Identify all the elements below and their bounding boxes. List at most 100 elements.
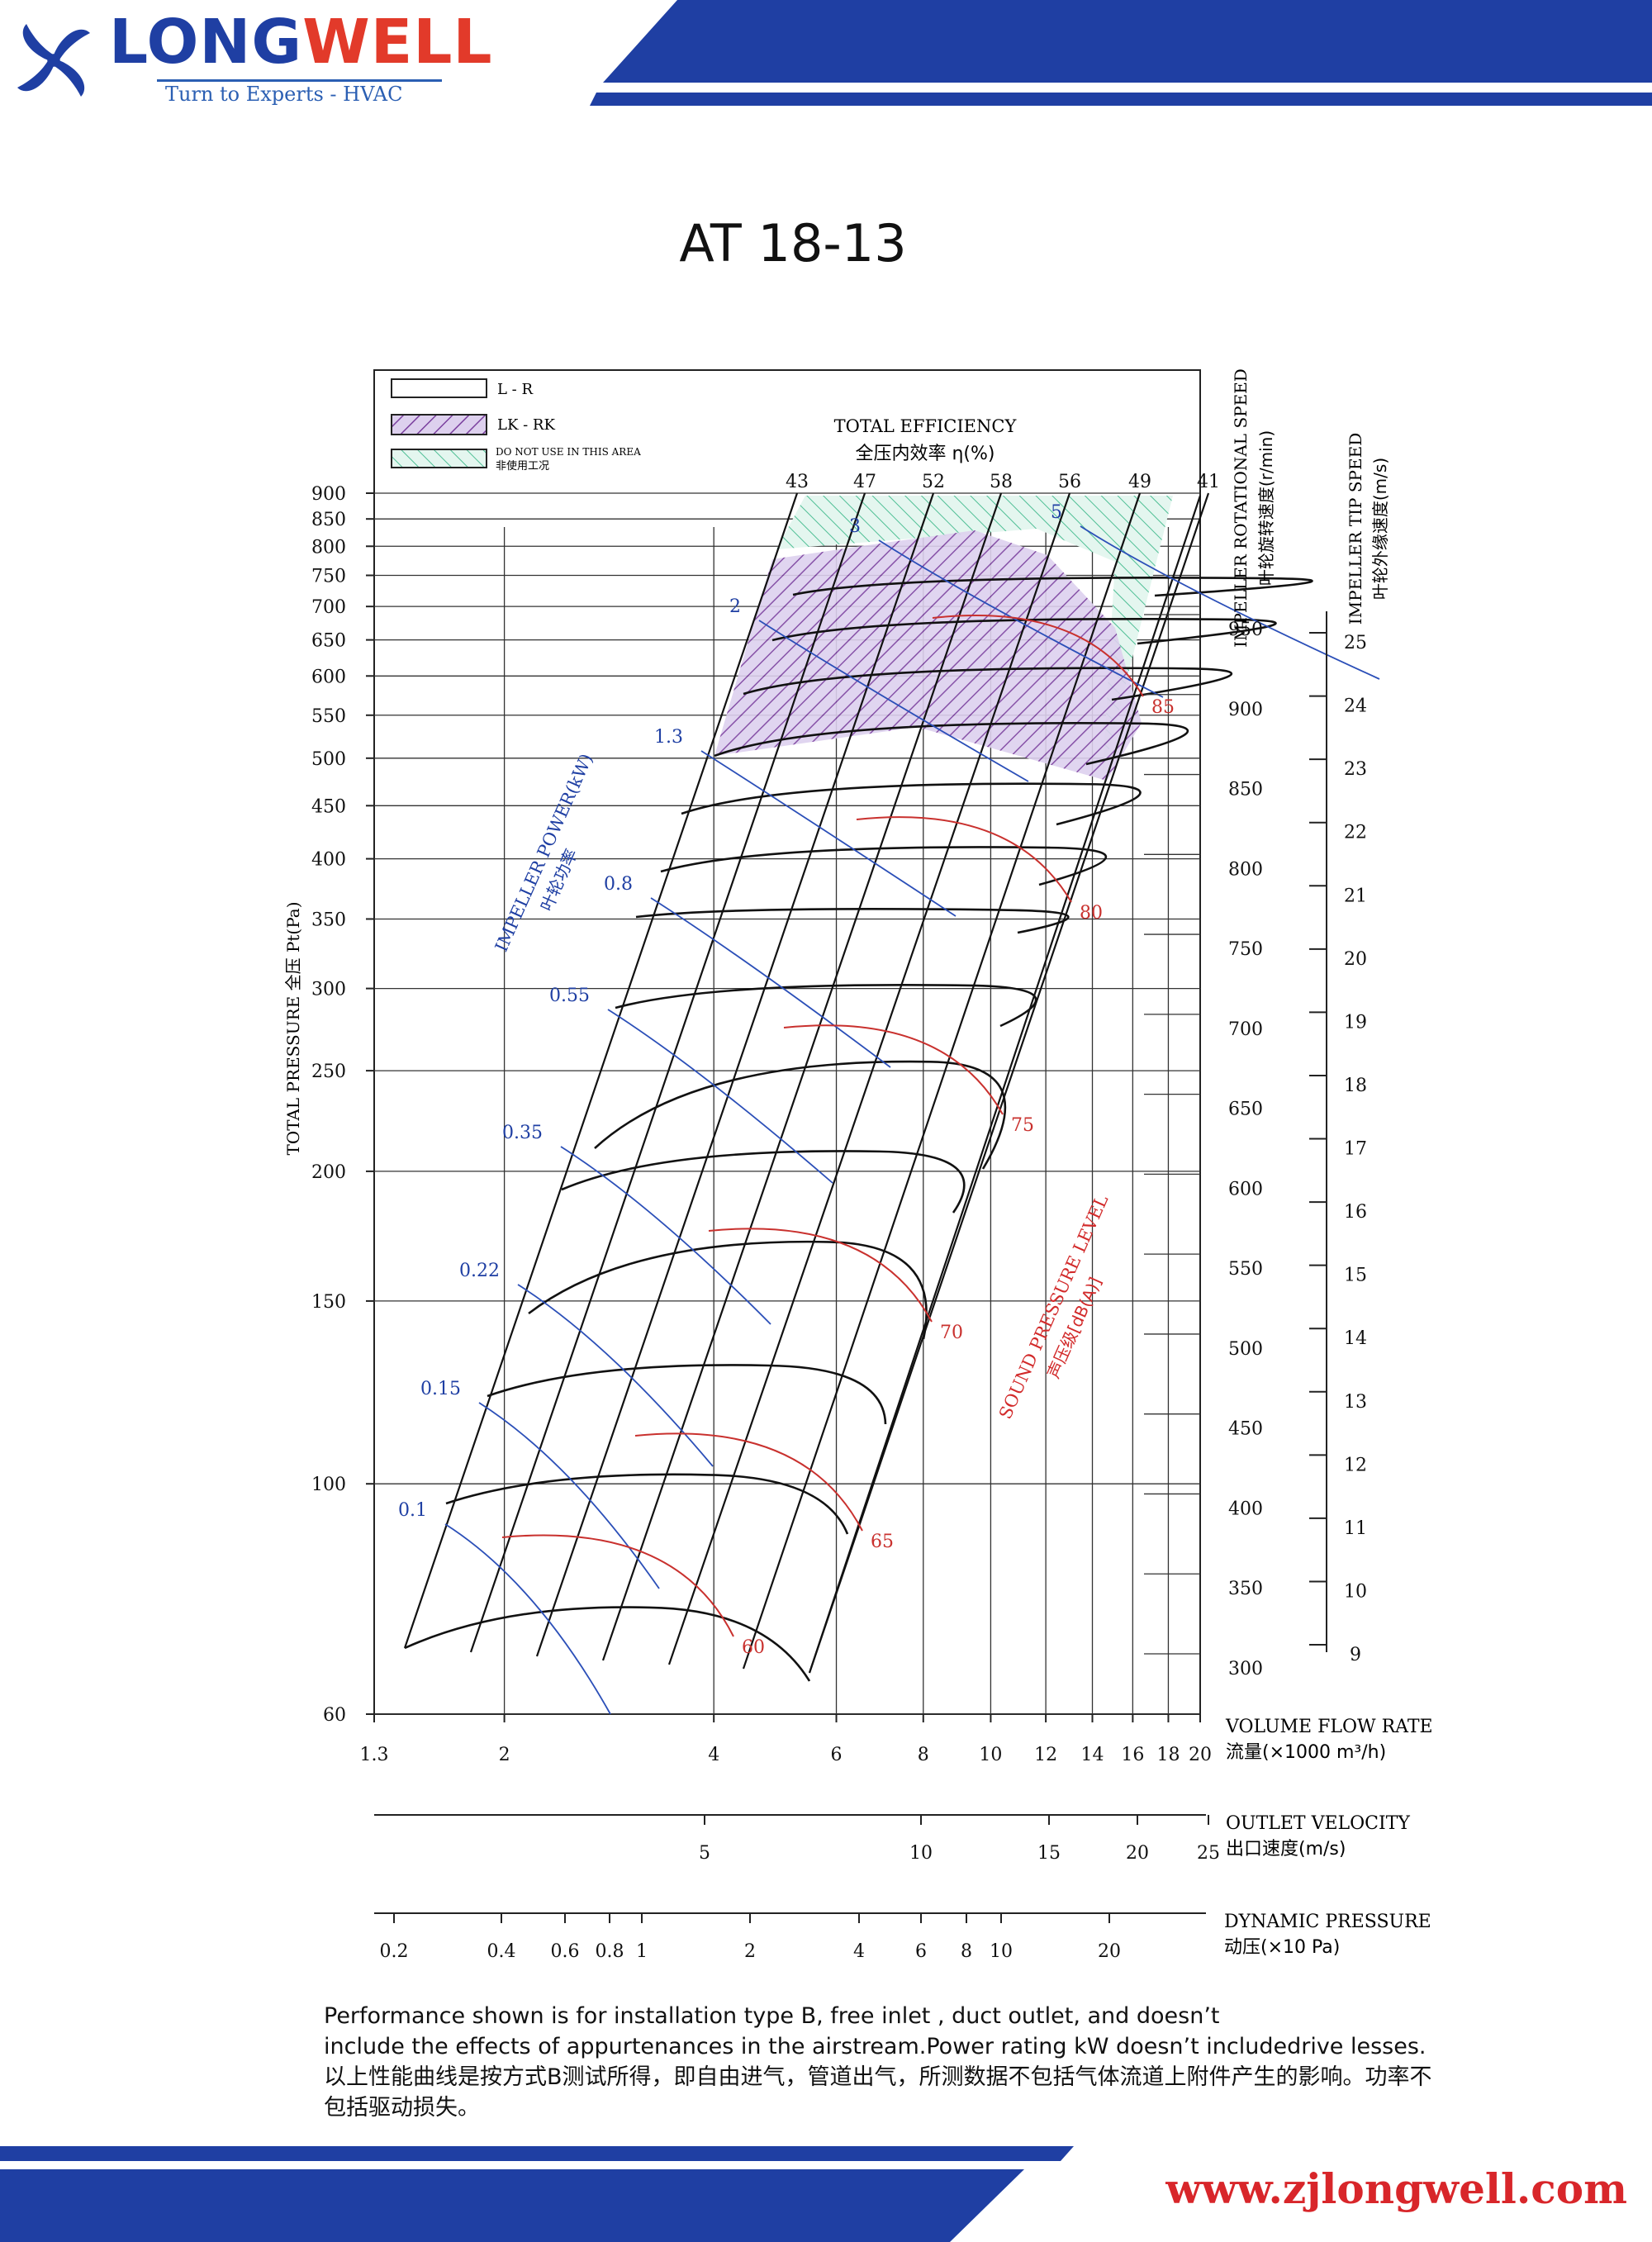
flow-tick-label: 4: [708, 1745, 719, 1765]
speed-curve: [404, 1606, 811, 1682]
speed-tick-label: 550: [1228, 1259, 1263, 1280]
footer-note-1: Performance shown is for installation ty…: [324, 2003, 1220, 2029]
pressure-tick-label: 800: [311, 537, 346, 558]
outlet-velocity-tick-label: 5: [699, 1843, 710, 1864]
tip-speed-axis-label: IMPELLER TIP SPEED: [1346, 433, 1365, 625]
efficiency-value-label: 52: [922, 472, 945, 492]
power-value-label: 0.8: [604, 874, 633, 895]
flow-tick-label: 18: [1156, 1745, 1180, 1765]
outlet-velocity-tick-label: 20: [1126, 1843, 1149, 1864]
power-value-label: 3: [849, 516, 861, 537]
dynamic-pressure-tick-label: 0.8: [596, 1941, 624, 1962]
power-value-label: 0.15: [420, 1379, 461, 1399]
pressure-tick-label: 750: [311, 567, 346, 587]
speed-curve: [681, 782, 1142, 826]
speed-tick-label: 950: [1228, 620, 1263, 640]
speed-curve: [771, 617, 1277, 645]
legend-label-lr: L - R: [497, 381, 533, 398]
sound-level-value-label: 65: [871, 1532, 894, 1552]
efficiency-value-label: 58: [990, 472, 1013, 492]
legend-label-do-not-use-cn: 非使用工况: [496, 459, 549, 473]
speed-curve: [615, 983, 1037, 1028]
tip-speed-tick-label: 19: [1344, 1012, 1367, 1033]
power-curve: [650, 897, 891, 1068]
pressure-tick-label: 300: [311, 980, 346, 1000]
pressure-tick-label: 700: [311, 597, 346, 618]
sound-level-curve: [501, 1534, 734, 1637]
power-curve: [478, 1402, 660, 1589]
speed-curve: [635, 907, 1070, 934]
brand-underline: [157, 79, 442, 82]
pressure-tick-label: 900: [311, 484, 346, 505]
dynamic-pressure-tick-label: 4: [853, 1941, 865, 1962]
efficiency-value-label: 47: [853, 472, 876, 492]
legend-label-lkrk: LK - RK: [497, 416, 555, 434]
outlet-velocity-label: OUTLET VELOCITY: [1226, 1813, 1410, 1834]
speed-curves: [404, 577, 1313, 1682]
efficiency-line: [667, 492, 1071, 1665]
pressure-tick-label: 150: [311, 1292, 346, 1313]
pressure-tick-label: 60: [323, 1705, 346, 1726]
flow-tick-label: 12: [1034, 1745, 1057, 1765]
speed-curve: [561, 1150, 966, 1214]
fan-logo-icon: [17, 24, 90, 97]
sound-level-curve: [932, 615, 1144, 697]
tip-speed-tick-label: 18: [1344, 1076, 1367, 1096]
speed-tick-label: 350: [1228, 1579, 1263, 1599]
flow-tick-label: 14: [1081, 1745, 1104, 1765]
tip-speed-tick-label: 23: [1344, 759, 1367, 780]
efficiency-value-label: 49: [1128, 472, 1151, 492]
efficiency-line: [403, 492, 799, 1649]
sound-axis-label: SOUND PRESSURE LEVEL: [995, 1192, 1113, 1422]
tip-speed-tick-label: 10: [1344, 1581, 1367, 1602]
speed-curve: [528, 1240, 928, 1340]
tip-speed-tick-label: 24: [1344, 696, 1367, 717]
website-link[interactable]: www.zjlongwell.com: [1165, 2164, 1627, 2213]
speed-curve: [743, 667, 1233, 701]
sound-level-curves: 60 65 70 75 80 85: [501, 615, 1175, 1658]
footer-band: [0, 2146, 1074, 2242]
speed-tick-label: 800: [1228, 859, 1263, 880]
speed-tick-label: 900: [1228, 700, 1263, 720]
flow-tick-label: 2: [499, 1745, 510, 1765]
speed-curve: [594, 1060, 1007, 1170]
power-value-label: 0.1: [398, 1500, 427, 1521]
efficiency-label: TOTAL EFFICIENCY: [834, 416, 1018, 436]
brand-name: LONGWELL: [109, 12, 493, 73]
do-not-use-region: [776, 496, 1173, 772]
footer-note-2: include the effects of appurtenances in …: [324, 2034, 1427, 2059]
dynamic-pressure-tick-label: 20: [1098, 1941, 1121, 1962]
chart-title: AT 18-13: [679, 213, 907, 273]
efficiency-line: [808, 492, 1210, 1674]
sound-level-value-label: 60: [742, 1637, 765, 1658]
power-curve: [607, 1009, 833, 1184]
tip-speed-tick-label: 17: [1344, 1139, 1367, 1160]
power-value-label: 0.55: [549, 986, 590, 1006]
legend-label-do-not-use: DO NOT USE IN THIS AREA: [496, 446, 641, 458]
speed-tick-label: 300: [1228, 1659, 1263, 1679]
tip-speed-tick-label: 13: [1344, 1392, 1367, 1413]
tip-speed-tick-label: 15: [1344, 1266, 1367, 1286]
efficiency-value-label: 43: [786, 472, 809, 492]
tip-speed-tick-label: 20: [1344, 949, 1367, 970]
header-band: [590, 0, 1652, 106]
power-value-label: 1.3: [654, 727, 683, 748]
flow-tick-label: 20: [1189, 1745, 1212, 1765]
speed-axis-label-cn: 叶轮旋转速度(r/min): [1256, 430, 1276, 586]
power-value-label: 0.35: [502, 1123, 543, 1143]
x-axis-label-cn: 流量(×1000 m³/h): [1226, 1742, 1386, 1763]
footer-note-3: 以上性能曲线是按方式B测试所得，即自由进气，管道出气，所测数据不包括气体流道上附…: [324, 2064, 1432, 2090]
sound-level-curve: [783, 1024, 1004, 1115]
tip-speed-tick-label: 14: [1344, 1328, 1367, 1349]
efficiency-label-cn: 全压内效率 η(%): [855, 444, 995, 464]
efficiency-value-label: 41: [1197, 472, 1220, 492]
tip-speed-tick-label: 9: [1350, 1645, 1361, 1665]
speed-tick-label: 750: [1228, 939, 1263, 960]
efficiency-line: [601, 492, 1003, 1661]
speed-tick-label: 850: [1228, 780, 1263, 800]
power-curve: [878, 539, 1164, 698]
speed-tick-label: 500: [1228, 1339, 1263, 1360]
pressure-tick-label: 600: [311, 667, 346, 687]
efficiency-line: [742, 492, 1142, 1670]
